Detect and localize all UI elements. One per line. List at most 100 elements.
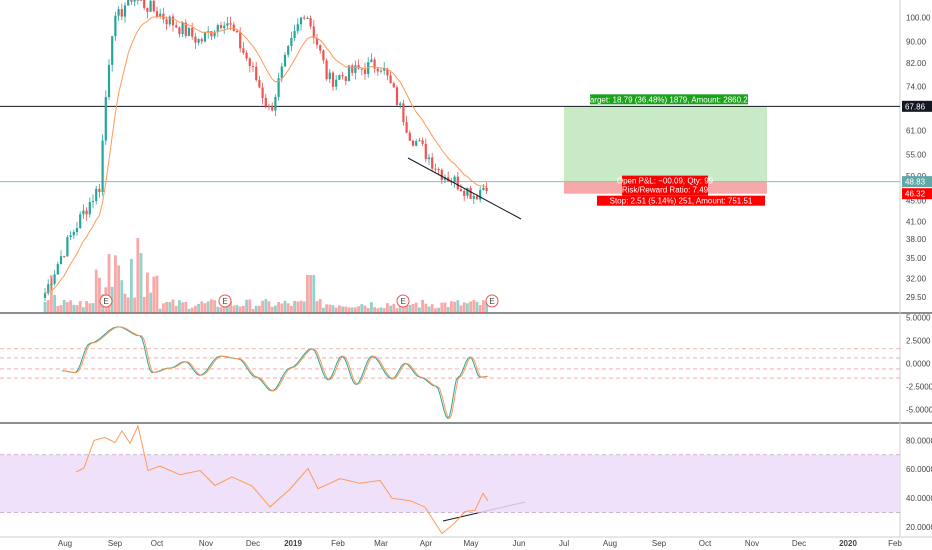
candle-body xyxy=(399,103,402,106)
price-tick-label: 35.00 xyxy=(906,254,927,263)
candle-body xyxy=(357,65,360,69)
candle-body xyxy=(66,237,69,257)
volume-bar xyxy=(56,305,60,313)
candle-body xyxy=(69,235,72,238)
volume-bar xyxy=(469,301,472,313)
volume-bar xyxy=(219,307,223,313)
long-position-tool[interactable] xyxy=(0,105,900,194)
volume-bar xyxy=(120,280,124,313)
candle-body xyxy=(383,68,386,71)
candle-body xyxy=(341,75,344,77)
volume-bar xyxy=(69,300,72,313)
rsi-band xyxy=(0,454,900,513)
candle-body xyxy=(424,143,427,160)
candle-body xyxy=(168,16,171,25)
rsi-line xyxy=(75,424,489,535)
earnings-marker-label: E xyxy=(222,297,227,306)
volume-bar xyxy=(411,303,415,313)
volume-bar xyxy=(354,307,357,313)
candle-body xyxy=(258,79,261,88)
earnings-marker[interactable]: E xyxy=(218,294,232,308)
candle-body xyxy=(306,17,309,19)
volume-bar xyxy=(206,301,210,313)
open-pnl-box xyxy=(622,175,708,196)
volume-bar xyxy=(158,308,162,313)
volume-bar xyxy=(117,265,120,313)
volume-bar xyxy=(334,307,338,313)
price-tag-box xyxy=(902,176,932,188)
volume-bar xyxy=(434,308,437,313)
candle-body xyxy=(223,25,226,28)
volume-bar xyxy=(146,272,149,313)
candle-body xyxy=(181,22,184,35)
open-pnl-label: Open P&L: −00.09, Qty: 99 xyxy=(617,177,714,186)
volume-bar xyxy=(203,303,207,313)
candle-body xyxy=(331,72,335,87)
oscillator-tick-label: 2.5000 xyxy=(906,337,931,346)
candle-body xyxy=(287,46,290,55)
candle-body xyxy=(479,190,482,200)
volume-bar xyxy=(424,303,428,313)
candle-body xyxy=(431,157,434,169)
candle-body xyxy=(283,54,287,67)
candle-body xyxy=(123,5,127,17)
volume-bar xyxy=(453,301,456,313)
volume-bar xyxy=(62,299,66,313)
time-tick-label: Dec xyxy=(792,539,806,548)
candle-body xyxy=(267,106,271,108)
time-tick-label: 2020 xyxy=(839,539,857,548)
earnings-marker[interactable]: E xyxy=(99,294,113,308)
volume-bar xyxy=(347,307,351,313)
candle-body xyxy=(274,96,277,111)
time-tick-label: Mar xyxy=(374,539,388,548)
volume-bar xyxy=(392,303,396,313)
volume-bar xyxy=(181,302,184,313)
candle-body xyxy=(114,15,117,37)
candle-body xyxy=(319,44,322,51)
candle-body xyxy=(482,187,485,191)
volume-bar xyxy=(248,299,252,313)
earnings-marker[interactable]: E xyxy=(396,294,410,308)
candle-body xyxy=(88,202,91,215)
candle-body xyxy=(456,176,459,190)
profit-zone xyxy=(564,106,767,182)
candle-body xyxy=(95,188,98,202)
candle-body xyxy=(280,66,283,79)
volume-bar xyxy=(94,269,98,313)
candle-body xyxy=(264,97,267,107)
time-tick-label: Apr xyxy=(420,539,433,548)
price-tag-label: 48.83 xyxy=(905,178,926,187)
candle-body xyxy=(427,157,431,160)
candle-body xyxy=(219,25,223,28)
candle-body xyxy=(91,201,95,203)
volume-bar xyxy=(331,305,335,313)
volume-bar xyxy=(43,301,47,313)
candle-body xyxy=(360,68,363,70)
time-tick-label: Oct xyxy=(699,539,712,548)
volume-bar xyxy=(309,275,312,313)
price-tag-box xyxy=(902,188,932,200)
volume-bar xyxy=(379,307,383,313)
candle-body xyxy=(130,0,133,2)
volume-bar xyxy=(315,301,319,313)
price-tick-label: 41.00 xyxy=(906,218,927,227)
candle-body xyxy=(373,59,376,69)
volume-bar xyxy=(382,308,386,313)
candle-body xyxy=(363,69,367,74)
volume-bar xyxy=(107,253,111,313)
volume-bar xyxy=(357,306,360,313)
volume-bar xyxy=(350,307,354,313)
candle-body xyxy=(351,65,354,73)
volume-bar xyxy=(91,303,95,313)
volume-bar xyxy=(430,304,434,313)
earnings-marker[interactable]: E xyxy=(485,294,499,308)
candle-body xyxy=(146,7,149,12)
time-tick-label: Nov xyxy=(199,539,213,548)
earnings-marker-circle xyxy=(99,294,113,308)
volume-bar xyxy=(427,306,431,313)
candle-body xyxy=(293,31,296,38)
candle-body xyxy=(155,11,159,17)
price-tag-label: 46.32 xyxy=(905,190,926,199)
